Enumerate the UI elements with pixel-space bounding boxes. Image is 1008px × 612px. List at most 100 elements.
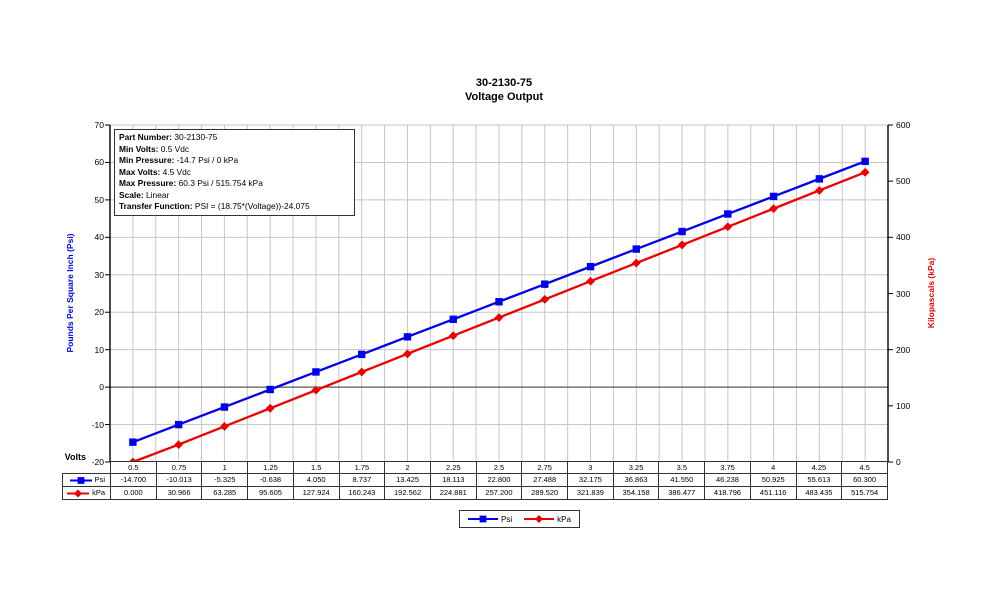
y-right-tick-label: 500 [896,176,911,187]
info-box-label: Part Number: [119,132,173,142]
chart-title-line1: 30-2130-75 [475,77,533,89]
kpa-value-cell: 418.796 [704,486,751,500]
info-box-value: Linear [143,189,170,200]
kpa-series-marker [311,385,321,395]
info-box-line: Max Volts: 4.5 Vdc [119,167,350,179]
info-box-value: PSI = (18.75*(Voltage))-24.075 [192,201,310,212]
x-axis-title: Volts [64,452,86,462]
volts-cell: 3.75 [704,461,751,474]
volts-cell: 2.75 [521,461,569,474]
row-header-content: Psi [64,475,110,485]
info-box-value: 4.5 Vdc [160,166,191,177]
psi-series-marker [129,438,137,446]
psi-value-cell: 41.550 [658,473,706,487]
y-right-tick-label: 400 [896,232,911,243]
row-header-label: kPa [92,488,105,498]
kpa-value-cell: 451.116 [749,486,797,500]
kpa-value-cell: 127.924 [292,486,340,500]
psi-value-cell: 55.613 [795,473,843,487]
y-right-tick-label: 200 [896,344,911,355]
psi-value-cell: -10.013 [155,473,203,487]
psi-value-cell: 4.050 [292,473,340,487]
psi-series-marker [495,298,503,306]
psi-value-cell: 60.300 [841,473,888,487]
volts-cell: 2.25 [429,461,477,474]
info-box-label: Min Pressure: [119,155,175,166]
psi-value-cell: -0.638 [247,473,294,487]
volts-cell: 1.25 [247,461,294,474]
y-left-tick-label: 0 [99,382,104,393]
kpa-series-marker [540,294,550,304]
kpa-value-cell: 0.000 [110,486,157,500]
kpa-series-marker [357,367,367,377]
row-header-content: kPa [64,488,110,498]
info-box-line: Min Pressure: -14.7 Psi / 0 kPa [119,155,350,167]
legend-item-kpa: kPa [524,514,571,524]
y-left-tick-label: 30 [94,269,104,280]
info-box-value: -14.7 Psi / 0 kPa [174,155,239,166]
psi-series-marker [861,157,869,166]
info-box-line: Min Volts: 0.5 Vdc [119,144,350,156]
volts-cell: 0.75 [155,461,203,474]
kpa-value-cell: 515.754 [841,486,888,500]
row-header-psi: Psi [62,473,111,487]
volts-cell: 3 [567,461,614,474]
y-right-tick-label: 600 [896,120,911,130]
volts-cell: 1 [201,461,249,474]
kpa-series-marker [814,186,824,195]
y-left-tick-label: -20 [91,457,104,467]
kpa-series-marker [631,258,641,268]
y-left-tick-label: 60 [94,157,104,168]
kpa-series-marker [403,349,412,359]
volts-cell: 4 [749,461,797,474]
legend-item-psi: Psi [468,514,512,524]
data-table: 0.5 0.75 1 1.25 1.5 1.75 2 2.25 2.5 2.75 3 3.25 3.5 3… [62,461,888,500]
info-box: Part Number: 30-2130-75 Min Volts: 0.5 Vd… [114,129,355,216]
kpa-value-cell: 30.966 [155,486,203,500]
y-left-tick-label: 70 [94,120,104,130]
volts-cell: 4.5 [841,461,888,474]
psi-series-marker [586,262,595,271]
kpa-series-marker [494,313,504,322]
y-axis-right-title: Kilopascals (kPa) [926,257,936,329]
psi-series-marker [174,420,183,429]
volts-cell: 1.5 [292,461,340,474]
kpa-series-marker [586,276,595,286]
volts-cell: 1.75 [338,461,386,474]
row-header-kpa: kPa [62,486,111,500]
kpa-value-cell: 224.881 [429,486,477,500]
legend: Psi kPa [459,510,580,528]
psi-value-cell: 8.737 [338,473,386,487]
psi-value-cell: 50.925 [749,473,797,487]
row-header-label: Psi [94,475,105,485]
volts-cell: 0.5 [110,461,157,474]
volts-cell: 2 [384,461,431,474]
psi-series-marker [266,385,274,394]
psi-series-icon [69,476,92,484]
kpa-value-cell: 289.520 [521,486,569,500]
y-left-tick-label: -10 [91,419,104,430]
kpa-series-icon [524,515,555,523]
kpa-series-marker [265,403,275,413]
psi-value-cell: 36.863 [612,473,660,487]
info-box-label: Max Volts: [119,166,161,177]
psi-series-marker [724,210,732,218]
chart-title-line2: Voltage Output [464,91,543,103]
psi-series-marker [358,350,366,359]
psi-series-marker [449,315,457,323]
volts-cell: 2.5 [475,461,523,474]
psi-value-cell: 46.238 [704,473,751,487]
kpa-value-cell: 386.477 [658,486,706,500]
kpa-value-cell: 483.435 [795,486,843,500]
y-left-tick-label: 40 [94,232,104,243]
psi-series-marker [769,192,778,201]
psi-series-marker [678,227,686,236]
volts-cell: 4.25 [795,461,843,474]
y-left-tick-label: 10 [94,344,104,355]
psi-value-cell: 22.800 [475,473,523,487]
table-row-psi: Psi -14.700 -10.013 -5.325 -0.638 4.050 8.737 1… [62,473,888,487]
psi-value-cell: 27.488 [521,473,569,487]
psi-value-cell: 13.425 [384,473,431,487]
psi-value-cell: -5.325 [201,473,249,487]
